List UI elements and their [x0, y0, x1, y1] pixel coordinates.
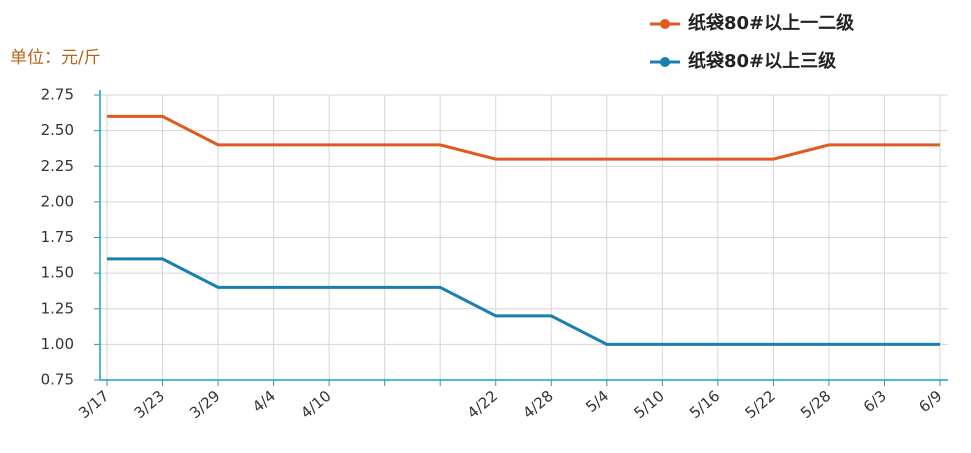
- y-tick-label: 1.50: [41, 264, 74, 282]
- legend-label: 纸袋80#以上一二级: [688, 12, 855, 34]
- y-tick-label: 2.75: [41, 86, 74, 104]
- x-tick-label: 4/10: [297, 387, 334, 422]
- legend-marker: [660, 19, 670, 29]
- y-tick-label: 1.75: [41, 228, 74, 246]
- x-tick-label: 6/3: [860, 387, 890, 416]
- x-tick-label: 4/22: [464, 387, 501, 422]
- y-tick-label: 2.00: [41, 192, 74, 210]
- x-tick-label: 5/22: [741, 387, 778, 422]
- legend-label: 纸袋80#以上三级: [688, 50, 837, 72]
- x-tick-label: 5/16: [686, 387, 723, 422]
- legend-marker: [660, 57, 670, 67]
- x-tick-label: 5/4: [582, 387, 612, 416]
- x-tick-label: 3/23: [131, 387, 168, 422]
- x-tick-label: 4/4: [249, 387, 279, 416]
- series-line: [107, 114, 940, 161]
- series-line: [107, 257, 940, 346]
- y-tick-label: 2.50: [41, 121, 74, 139]
- y-tick-label: 1.00: [41, 335, 74, 353]
- x-tick-label: 5/10: [630, 387, 667, 422]
- x-tick-label: 4/28: [519, 387, 556, 422]
- x-tick-label: 6/9: [915, 387, 945, 416]
- x-tick-label: 3/29: [186, 387, 223, 422]
- y-tick-label: 0.75: [41, 371, 74, 389]
- y-tick-label: 1.25: [41, 299, 74, 317]
- y-tick-label: 2.25: [41, 157, 74, 175]
- x-tick-label: 3/17: [75, 387, 112, 422]
- unit-label: 单位：元/斤: [10, 48, 101, 68]
- x-tick-label: 5/28: [797, 387, 834, 422]
